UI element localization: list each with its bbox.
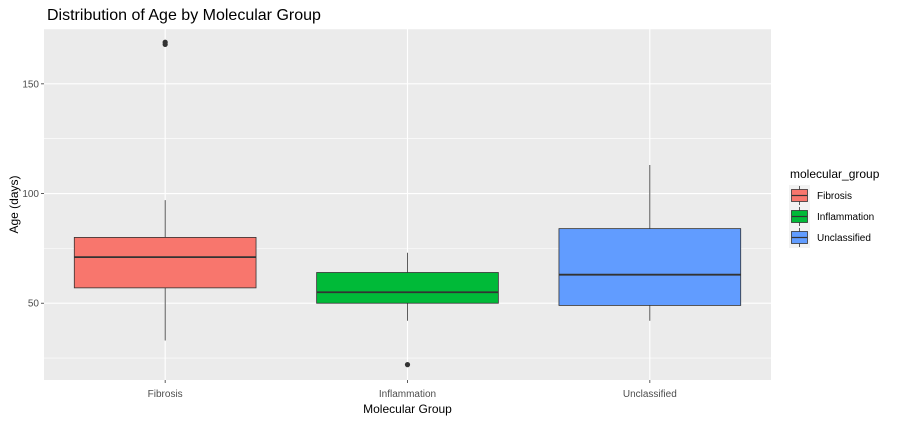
y-tick-label: 50	[28, 299, 40, 310]
legend-label: Unclassified	[817, 233, 871, 244]
box-fibrosis	[73, 39, 257, 341]
x-axis: Fibrosis Inflammation Unclassified	[148, 380, 677, 400]
legend-title: molecular_group	[790, 167, 880, 181]
legend-item-unclassified: Unclassified	[789, 227, 871, 248]
legend-label: Fibrosis	[817, 191, 852, 202]
legend: molecular_group Fibrosis Inflammation Uncl…	[789, 167, 880, 248]
box-iqr	[316, 272, 499, 304]
legend-item-fibrosis: Fibrosis	[789, 185, 852, 206]
x-tick-label: Unclassified	[623, 389, 677, 400]
y-axis-title: Age (days)	[7, 175, 21, 233]
boxes-layer	[73, 39, 742, 368]
box-unclassified	[558, 165, 742, 321]
legend-item-inflammation: Inflammation	[789, 206, 874, 227]
y-tick-label: 150	[22, 79, 39, 90]
x-axis-title: Molecular Group	[363, 402, 452, 416]
box-inflammation	[316, 252, 499, 368]
box-iqr	[558, 228, 742, 306]
y-axis: 50 100 150	[22, 79, 44, 310]
x-tick-label: Fibrosis	[148, 389, 183, 400]
chart-title: Distribution of Age by Molecular Group	[47, 7, 321, 24]
legend-label: Inflammation	[817, 212, 874, 223]
outlier-point	[162, 39, 168, 45]
box-iqr	[73, 237, 257, 289]
x-tick-label: Inflammation	[379, 389, 436, 400]
y-tick-label: 100	[22, 189, 39, 200]
outlier-point	[404, 362, 411, 368]
